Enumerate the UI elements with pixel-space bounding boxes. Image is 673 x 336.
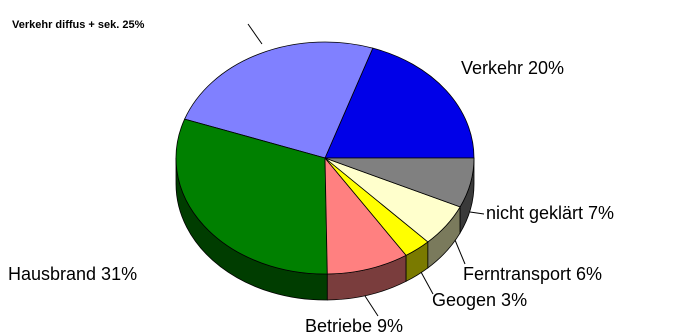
leader-geogen (420, 271, 434, 295)
pie-slices (175, 41, 475, 275)
slice-label-hausbrand: Hausbrand 31% (8, 264, 137, 284)
pie-sides (175, 157, 475, 301)
slice-label-ferntransport: Ferntransport 6% (463, 264, 602, 284)
slice-label-betriebe: Betriebe 9% (305, 316, 403, 336)
slice-label-nicht-geklaert: nicht geklärt 7% (486, 203, 614, 223)
slice-hausbrand (175, 118, 328, 275)
slice-nicht-gekl-rt (324, 157, 475, 208)
slice-label-verkehr: Verkehr 20% (461, 58, 564, 78)
leader-nicht-geklaert (469, 211, 485, 215)
leader-betriebe (364, 295, 379, 317)
slice-label-verkehr-diffus: Verkehr diffus + sek. 25% (12, 19, 145, 31)
slice-label-geogen: Geogen 3% (432, 290, 527, 310)
slice-verkehr (324, 47, 475, 159)
slice-verkehr-diffus-sek (184, 41, 374, 159)
slice-betriebe (324, 156, 407, 275)
leader-ferntransport (454, 239, 466, 265)
leader-verkehr-diffus (247, 23, 263, 45)
